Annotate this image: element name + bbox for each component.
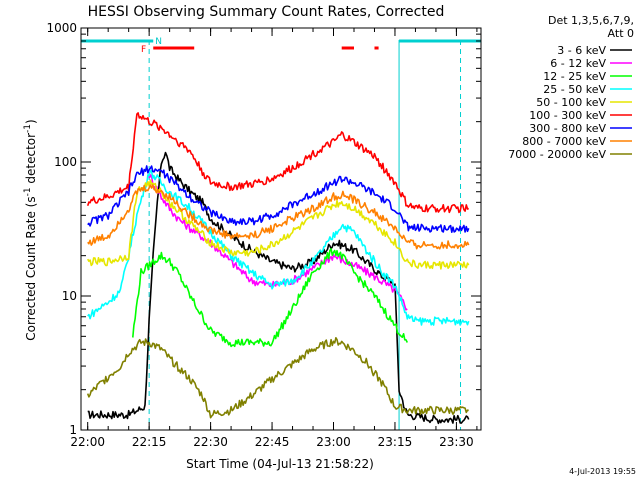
- x-axis: 22:00 22:15 22:30 22:45 23:00 23:15 23:30: [70, 28, 478, 449]
- y-axis-label: Corrected Count Rate (s-1 detector-1): [23, 119, 38, 340]
- footer-date: 4-Jul-2013 19:55: [569, 467, 636, 476]
- legend-header-1: Det 1,3,5,6,7,9,: [548, 14, 634, 27]
- series-line-5: [86, 112, 470, 214]
- x-tick-label: 22:00: [70, 435, 105, 449]
- y-axis-label-end: ): [24, 119, 38, 124]
- x-tick-label: 22:15: [132, 435, 167, 449]
- flag-label-n: N: [155, 37, 162, 47]
- series-line-2: [132, 248, 409, 348]
- flag-layer: NF: [81, 37, 481, 55]
- x-tick-label: 23:00: [316, 435, 351, 449]
- y-tick-label: 1000: [46, 21, 77, 35]
- y-tick-label: 100: [54, 155, 77, 169]
- legend-label: 50 - 100 keV: [536, 96, 606, 109]
- series-line-7: [87, 184, 470, 250]
- legend-label: 7000 - 20000 keV: [508, 148, 606, 161]
- flag-label-f: F: [141, 45, 146, 55]
- series-line-4: [87, 179, 470, 270]
- legend-label: 800 - 7000 keV: [522, 135, 606, 148]
- y-axis-label-sup1: -1: [23, 187, 33, 196]
- series-layer: [86, 112, 470, 425]
- legend-header-2: Att 0: [608, 27, 634, 40]
- series-line-1: [148, 174, 408, 311]
- series-line-6: [87, 165, 470, 233]
- y-axis-label-mid: detector: [24, 133, 38, 188]
- y-axis-label-main: Corrected Count Rate (s: [24, 196, 38, 340]
- legend-label: 100 - 300 keV: [529, 109, 606, 122]
- legend-label: 25 - 50 keV: [543, 83, 606, 96]
- chart-title: HESSI Observing Summary Count Rates, Cor…: [88, 4, 445, 20]
- x-tick-label: 23:30: [439, 435, 474, 449]
- y-axis-label-sup2: -1: [23, 124, 33, 133]
- series-line-8: [86, 336, 469, 419]
- legend-label: 3 - 6 keV: [557, 44, 606, 57]
- x-tick-label: 22:30: [193, 435, 228, 449]
- y-axis: 1 10 100 1000: [46, 21, 481, 437]
- x-tick-label: 23:15: [378, 435, 413, 449]
- legend-label: 12 - 25 keV: [543, 70, 606, 83]
- legend-label: 300 - 800 keV: [529, 122, 606, 135]
- plot-frame: [80, 27, 482, 431]
- y-tick-label: 1: [69, 423, 77, 437]
- legend-label: 6 - 12 keV: [550, 57, 606, 70]
- y-tick-label: 10: [62, 289, 77, 303]
- x-tick-label: 22:45: [255, 435, 290, 449]
- x-axis-label: Start Time (04-Jul-13 21:58:22): [186, 457, 374, 471]
- series-line-0: [87, 151, 470, 425]
- series-line-3: [87, 169, 470, 326]
